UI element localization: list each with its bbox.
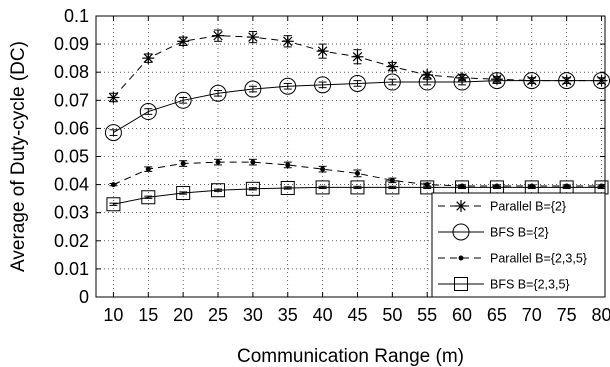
x-tick-label: 55	[417, 305, 437, 325]
square-marker	[385, 180, 400, 195]
y-tick-label: 0	[79, 287, 89, 307]
square-marker	[211, 183, 226, 198]
legend-label: BFS B={2}	[490, 226, 549, 240]
asterisk-marker	[316, 45, 329, 58]
dot-marker	[389, 177, 395, 183]
dot-marker	[110, 182, 116, 188]
circle-marker	[348, 74, 366, 92]
x-tick-label: 40	[313, 305, 333, 325]
circle-marker	[383, 73, 401, 91]
square-marker	[315, 180, 330, 195]
dot-marker	[285, 162, 291, 168]
x-tick-label: 30	[243, 305, 263, 325]
dot-marker	[354, 170, 360, 176]
circle-marker	[418, 73, 436, 91]
square-marker	[176, 186, 191, 201]
asterisk-marker	[212, 29, 225, 42]
circle-marker	[453, 73, 471, 91]
square-marker	[420, 180, 435, 195]
square-marker	[106, 197, 121, 212]
circle-marker	[174, 91, 192, 109]
square-marker	[141, 190, 156, 205]
x-tick-label: 75	[557, 305, 577, 325]
circle-marker	[244, 80, 262, 98]
asterisk-marker	[351, 50, 364, 63]
circle-marker	[314, 76, 332, 94]
asterisk-marker	[107, 91, 120, 104]
y-tick-label: 0.05	[54, 147, 89, 167]
legend-label: BFS B={2,3,5}	[490, 278, 570, 292]
dot-marker	[320, 166, 326, 172]
x-tick-label: 15	[138, 305, 158, 325]
y-tick-label: 0.01	[54, 259, 89, 279]
y-tick-label: 0.1	[64, 6, 89, 26]
circle-marker	[452, 223, 470, 241]
dot-marker	[250, 159, 256, 165]
circle-marker	[209, 84, 227, 102]
x-tick-label: 80	[591, 305, 610, 325]
y-tick-label: 0.08	[54, 62, 89, 82]
legend-entry: BFS B={2}	[438, 223, 549, 241]
square-marker	[454, 277, 468, 291]
asterisk-marker	[177, 35, 190, 48]
square-marker	[245, 181, 260, 196]
asterisk-marker	[246, 31, 259, 44]
x-tick-label: 25	[208, 305, 228, 325]
circle-marker	[104, 124, 122, 142]
legend-label: Parallel B={2,3,5}	[490, 252, 587, 266]
y-tick-label: 0.07	[54, 90, 89, 110]
square-marker	[350, 180, 365, 195]
y-tick-label: 0.09	[54, 34, 89, 54]
legend-entry: Parallel B={2}	[438, 200, 566, 214]
circle-marker	[523, 72, 541, 90]
y-axis: 0 0.01 0.02 0.03 0.04 0.05 0.06 0.07 0.08 0.09 0.1	[54, 6, 605, 307]
x-axis: 10 15 20 25 30 35 40 45 50 55 60 65 70 75 80	[103, 16, 610, 325]
y-tick-label: 0.06	[54, 118, 89, 138]
x-axis-label: Communication Range (m)	[237, 346, 464, 367]
dot-marker	[145, 166, 151, 172]
x-tick-label: 65	[487, 305, 507, 325]
circle-marker	[279, 77, 297, 95]
x-tick-label: 50	[382, 305, 402, 325]
square-marker	[280, 180, 295, 195]
x-tick-label: 60	[452, 305, 472, 325]
legend: Parallel B={2} BFS B={2} Parallel B={2,3,5…	[431, 192, 606, 298]
series-line	[113, 161, 602, 187]
dot-marker	[180, 161, 186, 167]
y-tick-label: 0.02	[54, 231, 89, 251]
circle-marker	[488, 72, 506, 90]
x-tick-label: 20	[173, 305, 193, 325]
y-tick-label: 0.03	[54, 203, 89, 223]
dot-marker	[215, 159, 221, 165]
x-tick-label: 45	[347, 305, 367, 325]
asterisk-marker	[455, 200, 467, 212]
series-2	[104, 72, 610, 142]
legend-label: Parallel B={2}	[490, 200, 566, 214]
dot-marker	[458, 255, 464, 261]
circle-marker	[139, 103, 157, 121]
asterisk-marker	[281, 35, 294, 48]
y-tick-label: 0.04	[54, 175, 89, 195]
x-tick-label: 10	[103, 305, 123, 325]
legend-entry: BFS B={2,3,5}	[438, 277, 570, 292]
x-tick-label: 35	[278, 305, 298, 325]
asterisk-marker	[386, 60, 399, 73]
circle-marker	[558, 72, 576, 90]
asterisk-marker	[142, 52, 155, 65]
x-tick-label: 70	[522, 305, 542, 325]
grid	[96, 15, 605, 298]
y-axis-label: Average of Duty-cycle (DC)	[8, 41, 29, 272]
legend-entry: Parallel B={2,3,5}	[438, 252, 587, 266]
